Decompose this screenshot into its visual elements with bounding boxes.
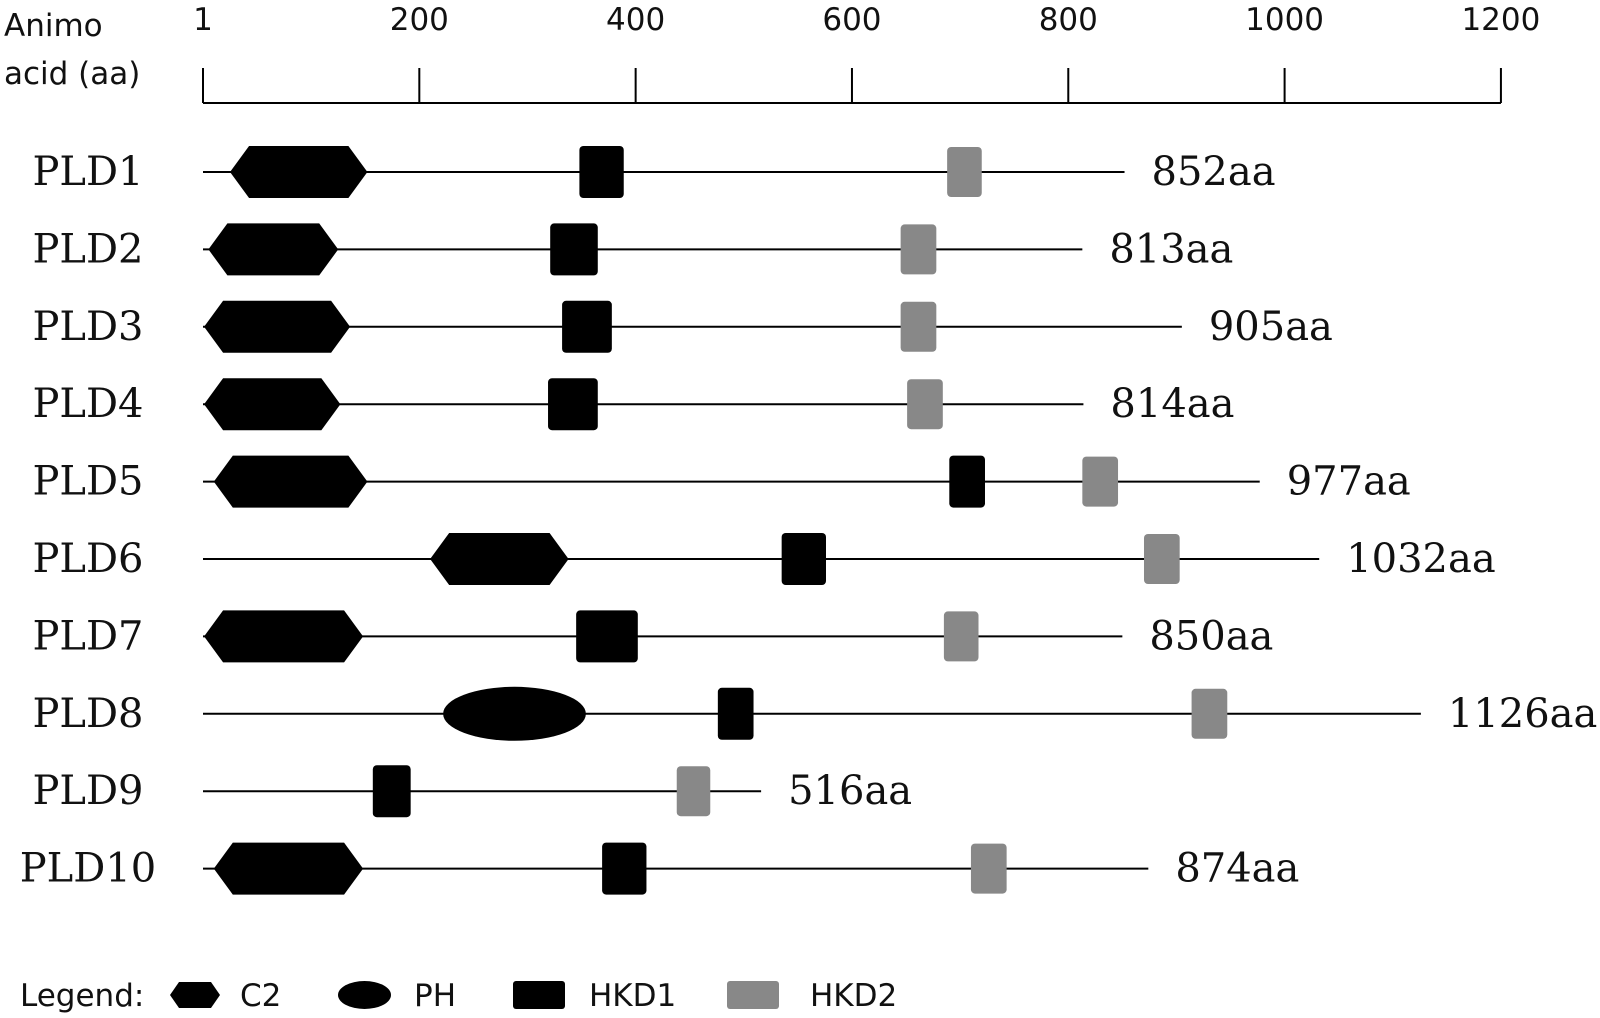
axis-label-line1: Animo — [4, 8, 103, 44]
domain-c2 — [208, 223, 339, 276]
protein-row-pld10: PLD10 874aa — [20, 842, 1299, 895]
protein-length-label: 850aa — [1149, 613, 1273, 659]
protein-row-pld1: PLD1 852aa — [33, 146, 1276, 198]
legend-swatch-ph — [338, 981, 391, 1009]
legend-title: Legend: — [20, 978, 144, 1014]
axis-label-line2: acid (aa) — [4, 56, 140, 92]
domain-hkd2 — [1143, 534, 1180, 584]
protein-name: PLD2 — [33, 226, 144, 272]
domain-hkd2 — [907, 379, 943, 430]
protein-name: PLD10 — [20, 846, 156, 892]
tick-label: 400 — [606, 2, 665, 38]
protein-length-label: 874aa — [1175, 846, 1299, 892]
domain-hkd2 — [1082, 456, 1119, 507]
protein-name: PLD3 — [33, 304, 144, 350]
domain-hkd1 — [372, 765, 411, 818]
amino-acid-ruler: 1 200 400 600 800 1000 1200 — [193, 2, 1540, 104]
domain-ph — [443, 686, 586, 741]
protein-rows: PLD1 852aa PLD2 813aa PLD3 905aa PLD4 814aa PLD5… — [20, 146, 1598, 895]
domain-c2 — [204, 300, 351, 353]
protein-length-label: 852aa — [1152, 149, 1276, 195]
protein-row-pld8: PLD8 1126aa — [33, 686, 1598, 741]
legend-label: HKD1 — [589, 978, 676, 1014]
tick-label: 800 — [1039, 2, 1098, 38]
domain-hkd1 — [576, 610, 638, 663]
protein-length-label: 905aa — [1209, 304, 1333, 350]
tick-label: 1200 — [1461, 2, 1540, 38]
protein-row-pld4: PLD4 814aa — [33, 378, 1234, 431]
domain-hkd2 — [900, 301, 937, 352]
protein-name: PLD5 — [33, 459, 144, 505]
domain-hkd2 — [970, 843, 1007, 894]
tick-label: 1000 — [1245, 2, 1324, 38]
domain-hkd1 — [579, 146, 624, 198]
protein-name: PLD1 — [33, 149, 144, 195]
domain-hkd1 — [717, 687, 754, 740]
protein-row-pld7: PLD7 850aa — [33, 610, 1273, 663]
domain-hkd2 — [900, 224, 937, 275]
protein-row-pld3: PLD3 905aa — [33, 300, 1333, 353]
domain-hkd1 — [781, 533, 827, 585]
protein-name: PLD7 — [33, 613, 144, 659]
domain-hkd2 — [943, 611, 979, 662]
domain-c2 — [213, 455, 368, 508]
protein-length-label: 1126aa — [1448, 691, 1598, 737]
legend-label: C2 — [240, 978, 281, 1014]
domain-c2 — [230, 146, 368, 198]
domain-c2 — [430, 533, 569, 585]
protein-length-label: 1032aa — [1346, 536, 1496, 582]
domain-hkd1 — [602, 842, 647, 895]
domain-hkd1 — [548, 378, 598, 431]
domain-hkd2 — [676, 766, 711, 817]
domain-hkd1 — [550, 223, 598, 276]
domain-hkd1 — [949, 455, 985, 508]
protein-row-pld9: PLD9 516aa — [33, 765, 912, 818]
legend-swatch-hkd1 — [513, 981, 565, 1009]
protein-length-label: 977aa — [1287, 459, 1411, 505]
legend-label: PH — [414, 978, 456, 1014]
domain-hkd2 — [947, 147, 982, 197]
protein-name: PLD4 — [33, 381, 144, 427]
protein-row-pld2: PLD2 813aa — [33, 223, 1233, 276]
tick-label: 600 — [822, 2, 881, 38]
legend-swatch-hkd2 — [727, 981, 779, 1009]
protein-length-label: 516aa — [788, 768, 912, 814]
protein-row-pld5: PLD5 977aa — [33, 455, 1411, 508]
tick-label: 1 — [193, 2, 213, 38]
protein-name: PLD9 — [33, 768, 144, 814]
protein-length-label: 813aa — [1109, 226, 1233, 272]
protein-row-pld6: PLD6 1032aa — [33, 533, 1496, 585]
legend: Legend: C2 PH HKD1 HKD2 — [20, 978, 897, 1014]
legend-label: HKD2 — [810, 978, 897, 1014]
tick-label: 200 — [390, 2, 449, 38]
domain-hkd2 — [1191, 688, 1228, 739]
domain-c2 — [213, 842, 364, 895]
protein-length-label: 814aa — [1110, 381, 1234, 427]
protein-name: PLD6 — [33, 536, 144, 582]
domain-c2 — [204, 378, 341, 431]
legend-swatch-c2 — [170, 982, 220, 1008]
domain-c2 — [204, 610, 364, 663]
domain-hkd1 — [562, 300, 612, 353]
protein-name: PLD8 — [33, 691, 144, 737]
